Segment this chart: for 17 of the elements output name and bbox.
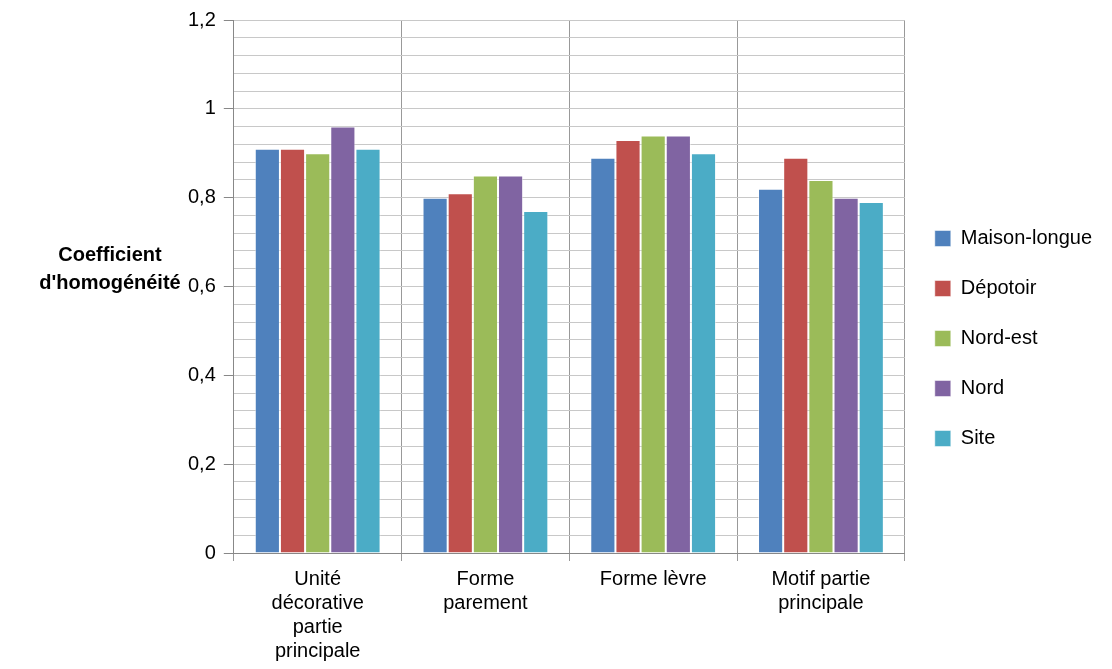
y-tick-label: 0,6: [187, 274, 216, 297]
y-tick-label: 0: [204, 540, 216, 563]
legend-label: Dépotoir: [960, 276, 1037, 299]
y-axis-title: Coefficient d'homogénéité: [39, 243, 181, 293]
y-tick-label: 0,8: [187, 185, 216, 208]
legend-label: Nord-est: [960, 326, 1038, 349]
y-tick-label: 0,2: [187, 451, 216, 474]
y-tick-label: 0,4: [187, 362, 216, 385]
x-tick-label: Forme lèvre: [599, 566, 707, 589]
y-tick-label: 1,2: [187, 7, 216, 30]
x-tick-label: Motif partie principale: [771, 566, 871, 613]
legend-label: Maison-longue: [960, 226, 1093, 249]
x-tick-label: Forme parement: [443, 566, 529, 613]
legend-label: Site: [960, 426, 996, 449]
legend-label: Nord: [960, 376, 1005, 399]
x-tick-label: Unité décorative partie principale: [271, 566, 364, 661]
y-tick-label: 1: [204, 96, 216, 119]
